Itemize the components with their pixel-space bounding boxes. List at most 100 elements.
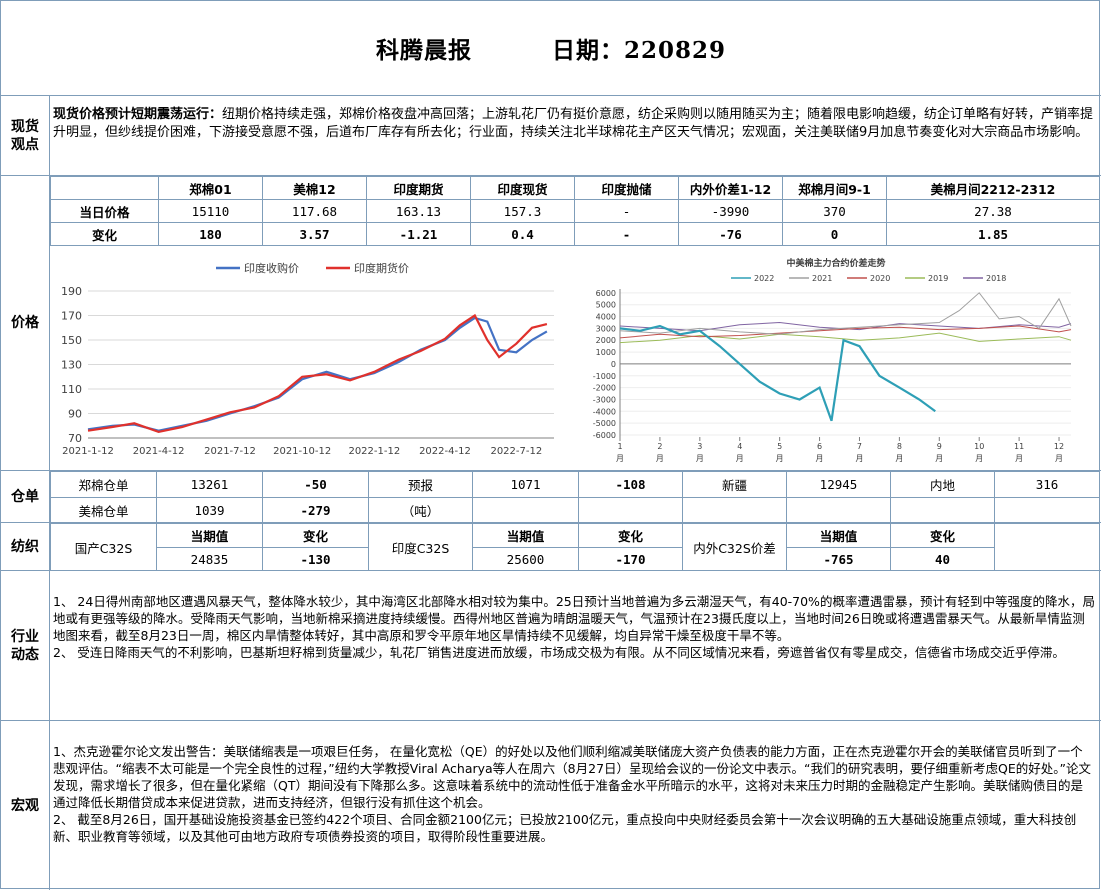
change-value: 3.57 — [262, 222, 367, 246]
warehouse-cell: （吨） — [368, 497, 473, 523]
price-header-row: 郑棉01 美棉12 印度期货 印度现货 印度抛储 内外价差1-12 郑棉月间9-… — [50, 176, 1100, 200]
industry-p1: 1、 24日得州南部地区遭遇风暴天气，整体降水较少，其中海湾区北部降水相对较为集… — [53, 594, 1095, 643]
price-label: 价格 — [1, 176, 50, 470]
warehouse-cell: 13261 — [156, 471, 263, 498]
yarn-name: 印度C32S — [368, 523, 473, 571]
yarn-value: -765 — [786, 547, 891, 571]
macro-section: 宏观 1、杰克逊霍尔论文发出警告：美联储缩表是一项艰巨任务， 在量化宽松（QE）… — [1, 721, 1101, 890]
x-tick-label: 4 — [737, 442, 742, 451]
yarn-name: 国产C32S — [50, 523, 157, 571]
spot-label-text: 现货观点 — [11, 118, 39, 153]
yarn-change: -130 — [262, 547, 369, 571]
y-tick-label: 170 — [61, 310, 82, 323]
warehouse-cell: 12945 — [786, 471, 891, 498]
x-tick-label: 2021-7-12 — [204, 446, 256, 457]
industry-text: 1、 24日得州南部地区遭遇风暴天气，整体降水较少，其中海湾区北部降水相对较为集… — [53, 593, 1095, 661]
macro-text: 1、杰克逊霍尔论文发出警告：美联储缩表是一项艰巨任务， 在量化宽松（QE）的好处… — [53, 743, 1095, 845]
x-tick-label: 6 — [817, 442, 822, 451]
yarn-row: 24835 -130 25600 -170 -765 40 — [51, 547, 1100, 571]
macro-label: 宏观 — [1, 721, 50, 890]
y-tick-label: 0 — [611, 360, 616, 369]
yarn-section: 纺织 国产C32S 当期值 变化 印度C32S 当期值 变化 内外C32S价差 … — [1, 523, 1101, 571]
y-tick-label: -3000 — [593, 395, 616, 404]
yarn-label: 纺织 — [1, 523, 50, 570]
x-tick-label: 2022-7-12 — [490, 446, 542, 457]
warehouse-cell: 郑棉仓单 — [50, 471, 157, 498]
yarn-head: 变化 — [578, 523, 683, 548]
change-value: 0 — [782, 222, 887, 246]
x-unit-label: 月 — [1015, 454, 1023, 463]
yarn-value: 24835 — [156, 547, 263, 571]
report-title: 科腾晨报 日期：220829 — [376, 31, 726, 65]
price-table: 郑棉01 美棉12 印度期货 印度现货 印度抛储 内外价差1-12 郑棉月间9-… — [50, 176, 1100, 246]
price-today-row: 当日价格 15110 117.68 163.13 157.3 - -3990 3… — [50, 199, 1100, 223]
warehouse-cell: 内地 — [890, 471, 995, 498]
series-line-印度收购价 — [87, 316, 548, 432]
industry-label: 行业动态 — [1, 571, 50, 720]
price-header: 美棉12 — [262, 176, 367, 200]
x-tick-label: 8 — [897, 442, 902, 451]
spot-section: 现货观点 现货价格预计短期震荡运行：纽期价格持续走强，郑棉价格夜盘冲高回落；上游… — [1, 96, 1101, 176]
warehouse-cell: 美棉仓单 — [50, 497, 157, 523]
industry-label-text: 行业动态 — [11, 628, 39, 663]
yarn-change: 40 — [890, 547, 995, 571]
warehouse-label: 仓单 — [1, 471, 50, 522]
warehouse-section: 仓单 郑棉仓单 13261 -50 预报 1071 -108 新疆 12945 … — [1, 471, 1101, 523]
industry-p2: 2、 受连日降雨天气的不利影响，巴基斯坦籽棉到货量减少，轧花厂销售进度进而放缓，… — [53, 645, 1065, 660]
series-line-2020 — [619, 325, 1072, 339]
price-header: 郑棉01 — [158, 176, 263, 200]
x-tick-label: 11 — [1014, 442, 1024, 451]
legend-label: 2022 — [754, 274, 774, 283]
warehouse-row: 郑棉仓单 13261 -50 预报 1071 -108 新疆 12945 内地 … — [50, 471, 1100, 498]
legend-label: 2018 — [986, 274, 1006, 283]
y-tick-label: 1000 — [596, 348, 616, 357]
series-line-印度期货价 — [87, 313, 548, 434]
yarn-head: 当期值 — [472, 523, 579, 548]
change-value: -76 — [678, 222, 783, 246]
today-value: 27.38 — [886, 199, 1100, 223]
chart-title: 中美棉主力合约价差走势 — [786, 257, 885, 269]
series-line-2022 — [619, 324, 936, 422]
y-tick-label: 4000 — [596, 313, 616, 322]
x-unit-label: 月 — [975, 454, 983, 463]
warehouse-cell: -108 — [578, 471, 683, 498]
yarn-head: 变化 — [890, 523, 995, 548]
change-value: 0.4 — [470, 222, 575, 246]
x-unit-label: 月 — [736, 454, 744, 463]
x-tick-label: 3 — [697, 442, 702, 451]
y-tick-label: 6000 — [596, 289, 616, 298]
x-tick-label: 7 — [857, 442, 862, 451]
x-tick-label: 1 — [617, 442, 622, 451]
change-value: -1.21 — [366, 222, 471, 246]
today-value: 15110 — [158, 199, 263, 223]
warehouse-row: 美棉仓单 1039 -279 （吨） — [50, 497, 1100, 523]
x-tick-label: 5 — [777, 442, 782, 451]
industry-section: 行业动态 1、 24日得州南部地区遭遇风暴天气，整体降水较少，其中海湾区北部降水… — [1, 571, 1101, 721]
price-header: 印度现货 — [470, 176, 575, 200]
price-header: 郑棉月间9-1 — [782, 176, 887, 200]
yarn-name: 内外C32S价差 — [682, 523, 787, 571]
today-value: 157.3 — [470, 199, 575, 223]
legend-label: 2021 — [812, 274, 832, 283]
title-row: 科腾晨报 日期：220829 — [1, 1, 1101, 96]
yarn-head: 当期值 — [156, 523, 263, 548]
today-label: 当日价格 — [50, 199, 159, 223]
y-tick-label: 5000 — [596, 301, 616, 310]
y-tick-label: 130 — [61, 359, 82, 372]
macro-p1: 1、杰克逊霍尔论文发出警告：美联储缩表是一项艰巨任务， 在量化宽松（QE）的好处… — [53, 744, 1091, 810]
yarn-table: 国产C32S 当期值 变化 印度C32S 当期值 变化 内外C32S价差 当期值… — [50, 523, 1100, 571]
y-tick-label: -2000 — [593, 384, 616, 393]
y-tick-label: 70 — [68, 432, 82, 445]
legend-label: 2019 — [928, 274, 948, 283]
x-tick-label: 10 — [974, 442, 984, 451]
x-tick-label: 2021-4-12 — [133, 446, 185, 457]
spot-lead: 现货价格预计短期震荡运行： — [53, 107, 223, 122]
yarn-change: -170 — [578, 547, 683, 571]
price-change-row: 变化 180 3.57 -1.21 0.4 - -76 0 1.85 — [50, 222, 1100, 246]
today-value: - — [574, 199, 679, 223]
legend-label: 2020 — [870, 274, 890, 283]
series-line-2019 — [619, 332, 1072, 344]
warehouse-table: 郑棉仓单 13261 -50 预报 1071 -108 新疆 12945 内地 … — [50, 471, 1100, 523]
